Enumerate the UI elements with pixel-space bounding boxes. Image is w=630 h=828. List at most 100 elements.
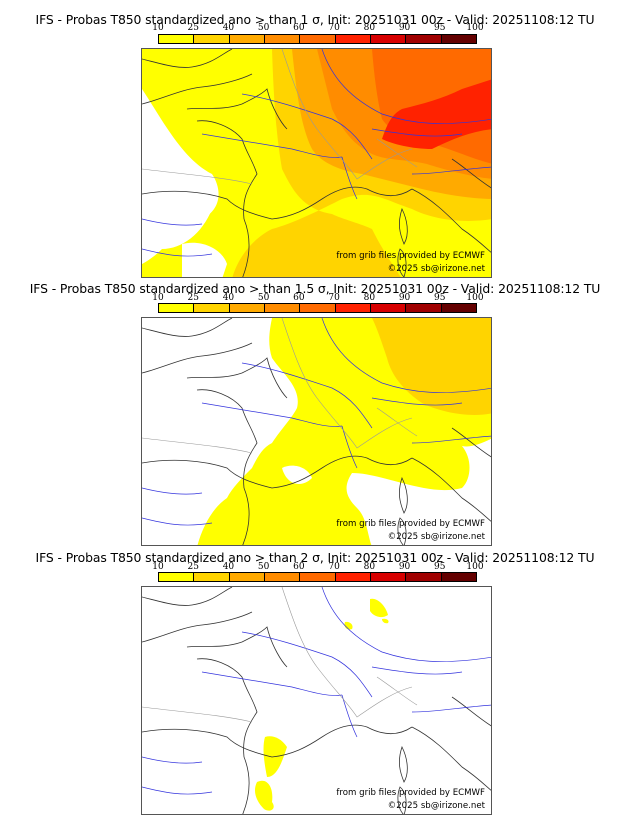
coastline xyxy=(451,696,491,727)
colorbar-tick-label: 60 xyxy=(293,23,305,33)
source-credit: from grib files provided by ECMWF xyxy=(336,519,485,529)
colorbar-tick-label: 60 xyxy=(293,562,305,572)
coastline xyxy=(451,158,491,189)
colorbar-tick-label: 90 xyxy=(398,293,411,303)
river xyxy=(142,248,213,257)
colorbar-segment xyxy=(335,35,371,43)
fill-25 xyxy=(372,318,491,415)
colorbar-tick-label: 70 xyxy=(328,293,340,303)
colorbar-tick-label: 10 xyxy=(152,23,164,33)
border xyxy=(142,706,253,723)
coastline xyxy=(142,342,253,374)
river xyxy=(371,128,463,137)
coastline xyxy=(411,457,491,522)
colorbar-ticks: 10 25 40 50 60 70 80 90 95 100 xyxy=(152,23,483,33)
coastline xyxy=(142,49,233,68)
sardinia-coastline xyxy=(397,786,407,814)
river xyxy=(201,671,343,696)
fill-25 xyxy=(260,226,357,277)
fill-none xyxy=(182,242,227,277)
coastline xyxy=(242,218,250,277)
colorbar-tick-label: 90 xyxy=(398,562,411,572)
colorbar-segment xyxy=(194,573,230,581)
colorbar-segment xyxy=(159,304,195,312)
probability-map: from grib files provided by ECMWF ©2025 … xyxy=(141,48,492,278)
colorbar-tick-label: 80 xyxy=(363,23,376,33)
source-credit: from grib files provided by ECMWF xyxy=(336,251,485,261)
coastline xyxy=(142,318,233,337)
river xyxy=(321,587,491,662)
colorbar-segment xyxy=(159,35,195,43)
colorbar-tick-label: 40 xyxy=(222,23,235,33)
colorbar-tick-label: 100 xyxy=(466,293,484,303)
coastline xyxy=(411,726,491,791)
map-canvas xyxy=(142,318,491,545)
fill-10 xyxy=(382,618,389,624)
colorbar-tick-label: 100 xyxy=(466,562,484,572)
colorbar-segment xyxy=(406,35,442,43)
river xyxy=(142,786,213,795)
source-credit: from grib files provided by ECMWF xyxy=(336,788,485,798)
colorbar-segment xyxy=(194,35,230,43)
colorbar xyxy=(158,34,477,44)
fill-10 xyxy=(344,621,353,630)
colorbar-segment xyxy=(370,35,407,43)
colorbar-tick-label: 80 xyxy=(363,293,376,303)
sardinia-coastline xyxy=(397,517,407,545)
colorbar-segment xyxy=(300,304,336,312)
colorbar-ticks: 10 25 40 50 60 70 80 90 95 100 xyxy=(152,293,483,303)
colorbar-tick-label: 50 xyxy=(257,23,270,33)
colorbar-tick-label: 60 xyxy=(293,293,305,303)
river xyxy=(321,49,491,124)
colorbar-tick-label: 25 xyxy=(187,562,199,572)
colorbar-segment xyxy=(370,304,407,312)
coastline xyxy=(142,724,413,758)
border xyxy=(281,318,413,449)
colorbar-tick-label: 100 xyxy=(466,23,484,33)
river xyxy=(142,487,203,495)
colorbar-segment xyxy=(229,35,265,43)
colorbar-tick-label: 80 xyxy=(363,562,376,572)
river xyxy=(241,93,373,160)
coastline xyxy=(242,487,250,545)
map-canvas xyxy=(142,49,491,277)
coastline xyxy=(196,658,258,758)
colorbar-tick-label: 70 xyxy=(328,562,340,572)
border xyxy=(281,587,413,718)
map-canvas xyxy=(142,587,491,814)
colorbar-segment xyxy=(264,304,301,312)
fill-none xyxy=(282,465,312,484)
colorbar-tick-label: 50 xyxy=(257,562,270,572)
river xyxy=(142,756,203,764)
colorbar-tick-label: 95 xyxy=(434,23,446,33)
border xyxy=(142,437,253,454)
colorbar-tick-label: 90 xyxy=(398,23,411,33)
colorbar-segment xyxy=(335,573,371,581)
coastline xyxy=(142,455,413,489)
colorbar-tick-label: 25 xyxy=(187,293,199,303)
colorbar-tick-label: 10 xyxy=(152,562,164,572)
colorbar-tick-label: 50 xyxy=(257,293,270,303)
probability-map: from grib files provided by ECMWF ©2025 … xyxy=(141,586,492,815)
river xyxy=(142,517,213,526)
colorbar-segment xyxy=(264,573,301,581)
border xyxy=(142,168,253,185)
corsica-coastline xyxy=(398,745,408,783)
coastline xyxy=(411,188,491,253)
border xyxy=(376,138,418,168)
panel-title: IFS - Probas T850 standardized ano > tha… xyxy=(35,12,595,27)
colorbar-segment xyxy=(194,304,230,312)
sardinia-coastline xyxy=(397,248,407,277)
colorbar-tick-label: 10 xyxy=(152,293,164,303)
river xyxy=(201,133,343,158)
river xyxy=(411,435,491,444)
coastline xyxy=(242,756,250,814)
river xyxy=(201,402,343,427)
fill-none xyxy=(142,194,212,264)
probability-map: from grib files provided by ECMWF ©2025 … xyxy=(141,317,492,546)
copyright: ©2025 sb@irizone.net xyxy=(387,264,485,274)
border xyxy=(376,407,418,437)
colorbar-segment xyxy=(406,304,442,312)
fill-70 xyxy=(382,79,491,149)
colorbar-tick-label: 40 xyxy=(222,293,235,303)
